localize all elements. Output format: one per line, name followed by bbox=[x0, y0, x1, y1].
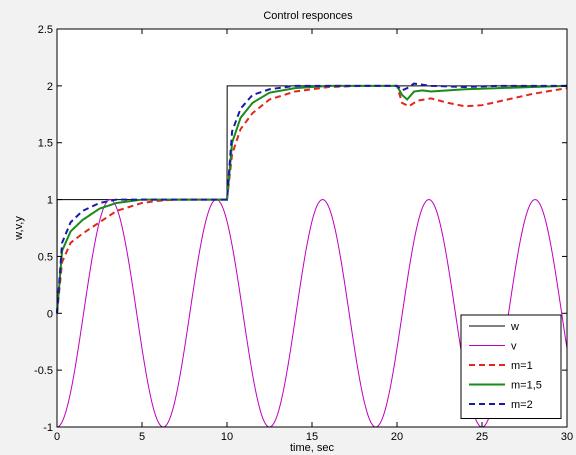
y-tick-label: 0 bbox=[47, 308, 53, 320]
x-tick-label: 30 bbox=[561, 431, 573, 443]
legend-box bbox=[460, 314, 562, 419]
x-axis-label: time, sec bbox=[290, 442, 335, 454]
legend-label: m=1,5 bbox=[511, 380, 542, 392]
y-tick-label: 1 bbox=[47, 195, 53, 207]
x-tick-label: 10 bbox=[221, 431, 233, 443]
ticks-layer: 0 5 10 15 20 25 30 -1 -0.5 0 0.5 1 1.5 2 2.5 bbox=[34, 24, 573, 443]
series-line-m-1 bbox=[56, 84, 568, 314]
legend-label: w bbox=[510, 321, 519, 333]
y-tick-label: 1.5 bbox=[38, 138, 53, 150]
y-tick-label: -1 bbox=[43, 422, 53, 434]
legend: wv m=1 m=1,5 m=2 bbox=[460, 314, 562, 419]
x-tick-label: 20 bbox=[391, 431, 403, 443]
legend-label: m=2 bbox=[511, 399, 533, 411]
y-axis-label: w,v,y bbox=[13, 216, 25, 241]
y-tick-label: 2 bbox=[47, 81, 53, 93]
x-tick-label: 5 bbox=[139, 431, 145, 443]
y-tick-label: 0.5 bbox=[38, 251, 53, 263]
x-tick-label: 0 bbox=[54, 431, 60, 443]
legend-label: m=1 bbox=[511, 360, 533, 372]
legend-label: v bbox=[511, 341, 517, 353]
x-tick-label: 25 bbox=[476, 431, 488, 443]
chart-title: Control responces bbox=[263, 10, 353, 22]
series-line-m-2 bbox=[56, 82, 567, 314]
y-tick-label: 2.5 bbox=[38, 24, 53, 36]
x-tick-label: 15 bbox=[306, 431, 318, 443]
series-line-m-1-5 bbox=[56, 84, 568, 314]
y-tick-label: -0.5 bbox=[34, 365, 53, 377]
